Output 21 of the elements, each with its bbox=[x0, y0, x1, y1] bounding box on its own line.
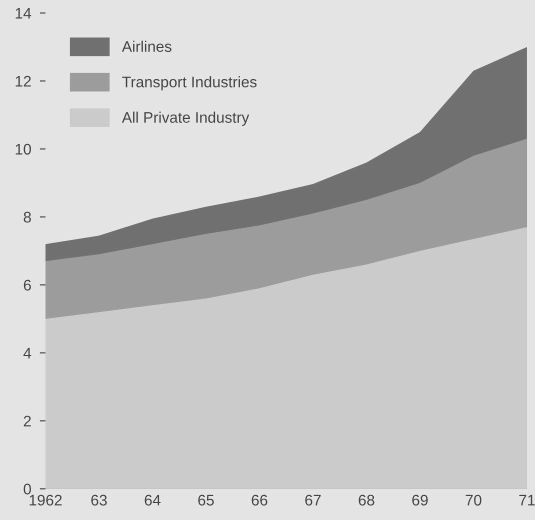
y-tick-label: 12 bbox=[16, 76, 31, 87]
legend-label: Airlines bbox=[122, 40, 172, 52]
x-tick-label: 71 bbox=[519, 494, 535, 506]
y-tick-label: 4 bbox=[23, 348, 32, 358]
x-tick-label: 68 bbox=[358, 494, 374, 506]
x-tick-label: 1962 bbox=[30, 494, 62, 506]
x-tick-label: 64 bbox=[144, 494, 161, 506]
x-tick-label: 66 bbox=[252, 494, 268, 506]
y-tick-label: 0 bbox=[24, 484, 31, 494]
y-tick-label: 8 bbox=[24, 212, 31, 223]
legend-label: Transport Industries bbox=[122, 76, 257, 90]
x-tick-label: 69 bbox=[412, 494, 428, 506]
x-tick-label: 67 bbox=[305, 494, 321, 506]
legend-label: All Private Industry bbox=[122, 112, 250, 126]
x-tick-label: 70 bbox=[466, 494, 482, 506]
y-tick-label: 2 bbox=[24, 416, 31, 426]
x-tick-label: 63 bbox=[91, 494, 107, 506]
x-tick-label: 65 bbox=[198, 494, 214, 506]
y-tick-label: 10 bbox=[16, 144, 31, 155]
y-tick-label: 14 bbox=[16, 8, 32, 19]
y-tick-label: 6 bbox=[24, 280, 31, 291]
